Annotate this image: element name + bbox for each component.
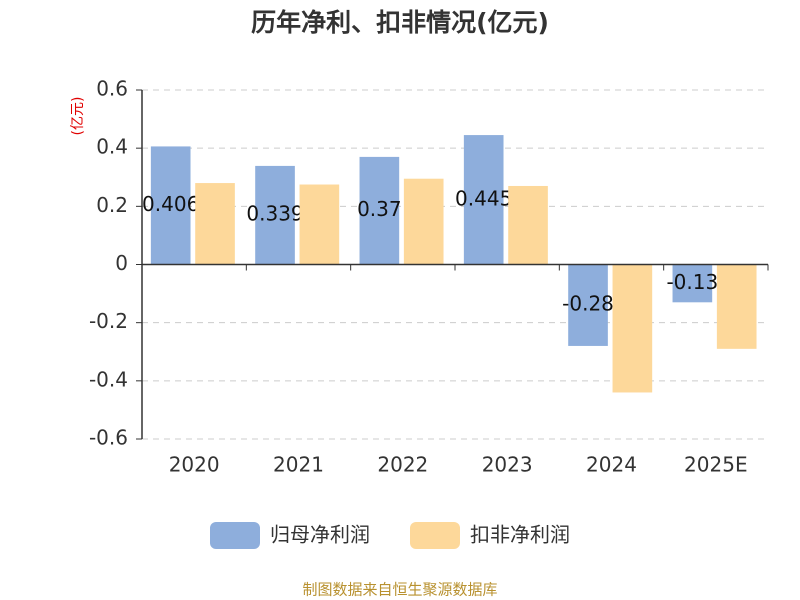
legend-label: 归母净利润 bbox=[270, 523, 370, 547]
data-label: 0.406 bbox=[142, 192, 199, 216]
bar bbox=[568, 264, 608, 346]
bar bbox=[716, 264, 757, 349]
bar bbox=[299, 184, 340, 265]
y-tick-label: 0.2 bbox=[96, 193, 128, 217]
bar bbox=[150, 146, 191, 265]
x-tick-label: 2020 bbox=[169, 453, 220, 477]
bar bbox=[403, 178, 444, 265]
y-tick-label: 0 bbox=[115, 251, 128, 275]
legend-swatch bbox=[410, 522, 460, 549]
data-label: -0.13 bbox=[666, 270, 718, 294]
bar bbox=[463, 135, 504, 265]
bar bbox=[672, 264, 713, 303]
y-tick-label: -0.4 bbox=[89, 367, 128, 391]
legend-label: 扣非净利润 bbox=[470, 523, 570, 547]
data-label: -0.28 bbox=[562, 292, 614, 316]
legend-swatch bbox=[210, 522, 260, 549]
data-label: 0.339 bbox=[246, 202, 303, 226]
y-tick-label: 0.4 bbox=[96, 135, 128, 159]
source-note: 制图数据来自恒生聚源数据库 bbox=[302, 581, 497, 599]
x-tick-label: 2024 bbox=[586, 453, 637, 477]
x-tick-label: 2023 bbox=[482, 453, 533, 477]
x-tick-label: 2025E bbox=[684, 453, 748, 477]
x-tick-label: 2022 bbox=[377, 453, 428, 477]
bar bbox=[195, 183, 235, 265]
y-axis-label: (亿元) bbox=[70, 97, 86, 136]
y-tick-label: -0.6 bbox=[89, 426, 128, 450]
bar bbox=[508, 185, 548, 265]
x-tick-label: 2021 bbox=[273, 453, 324, 477]
data-label: 0.37 bbox=[357, 197, 402, 221]
bar bbox=[255, 165, 295, 265]
y-tick-label: 0.6 bbox=[96, 77, 128, 101]
bar bbox=[612, 264, 653, 393]
data-label: 0.445 bbox=[455, 186, 512, 210]
chart-title: 历年净利、扣非情况(亿元) bbox=[251, 8, 549, 37]
y-tick-label: -0.2 bbox=[89, 309, 128, 333]
bar bbox=[359, 156, 400, 265]
